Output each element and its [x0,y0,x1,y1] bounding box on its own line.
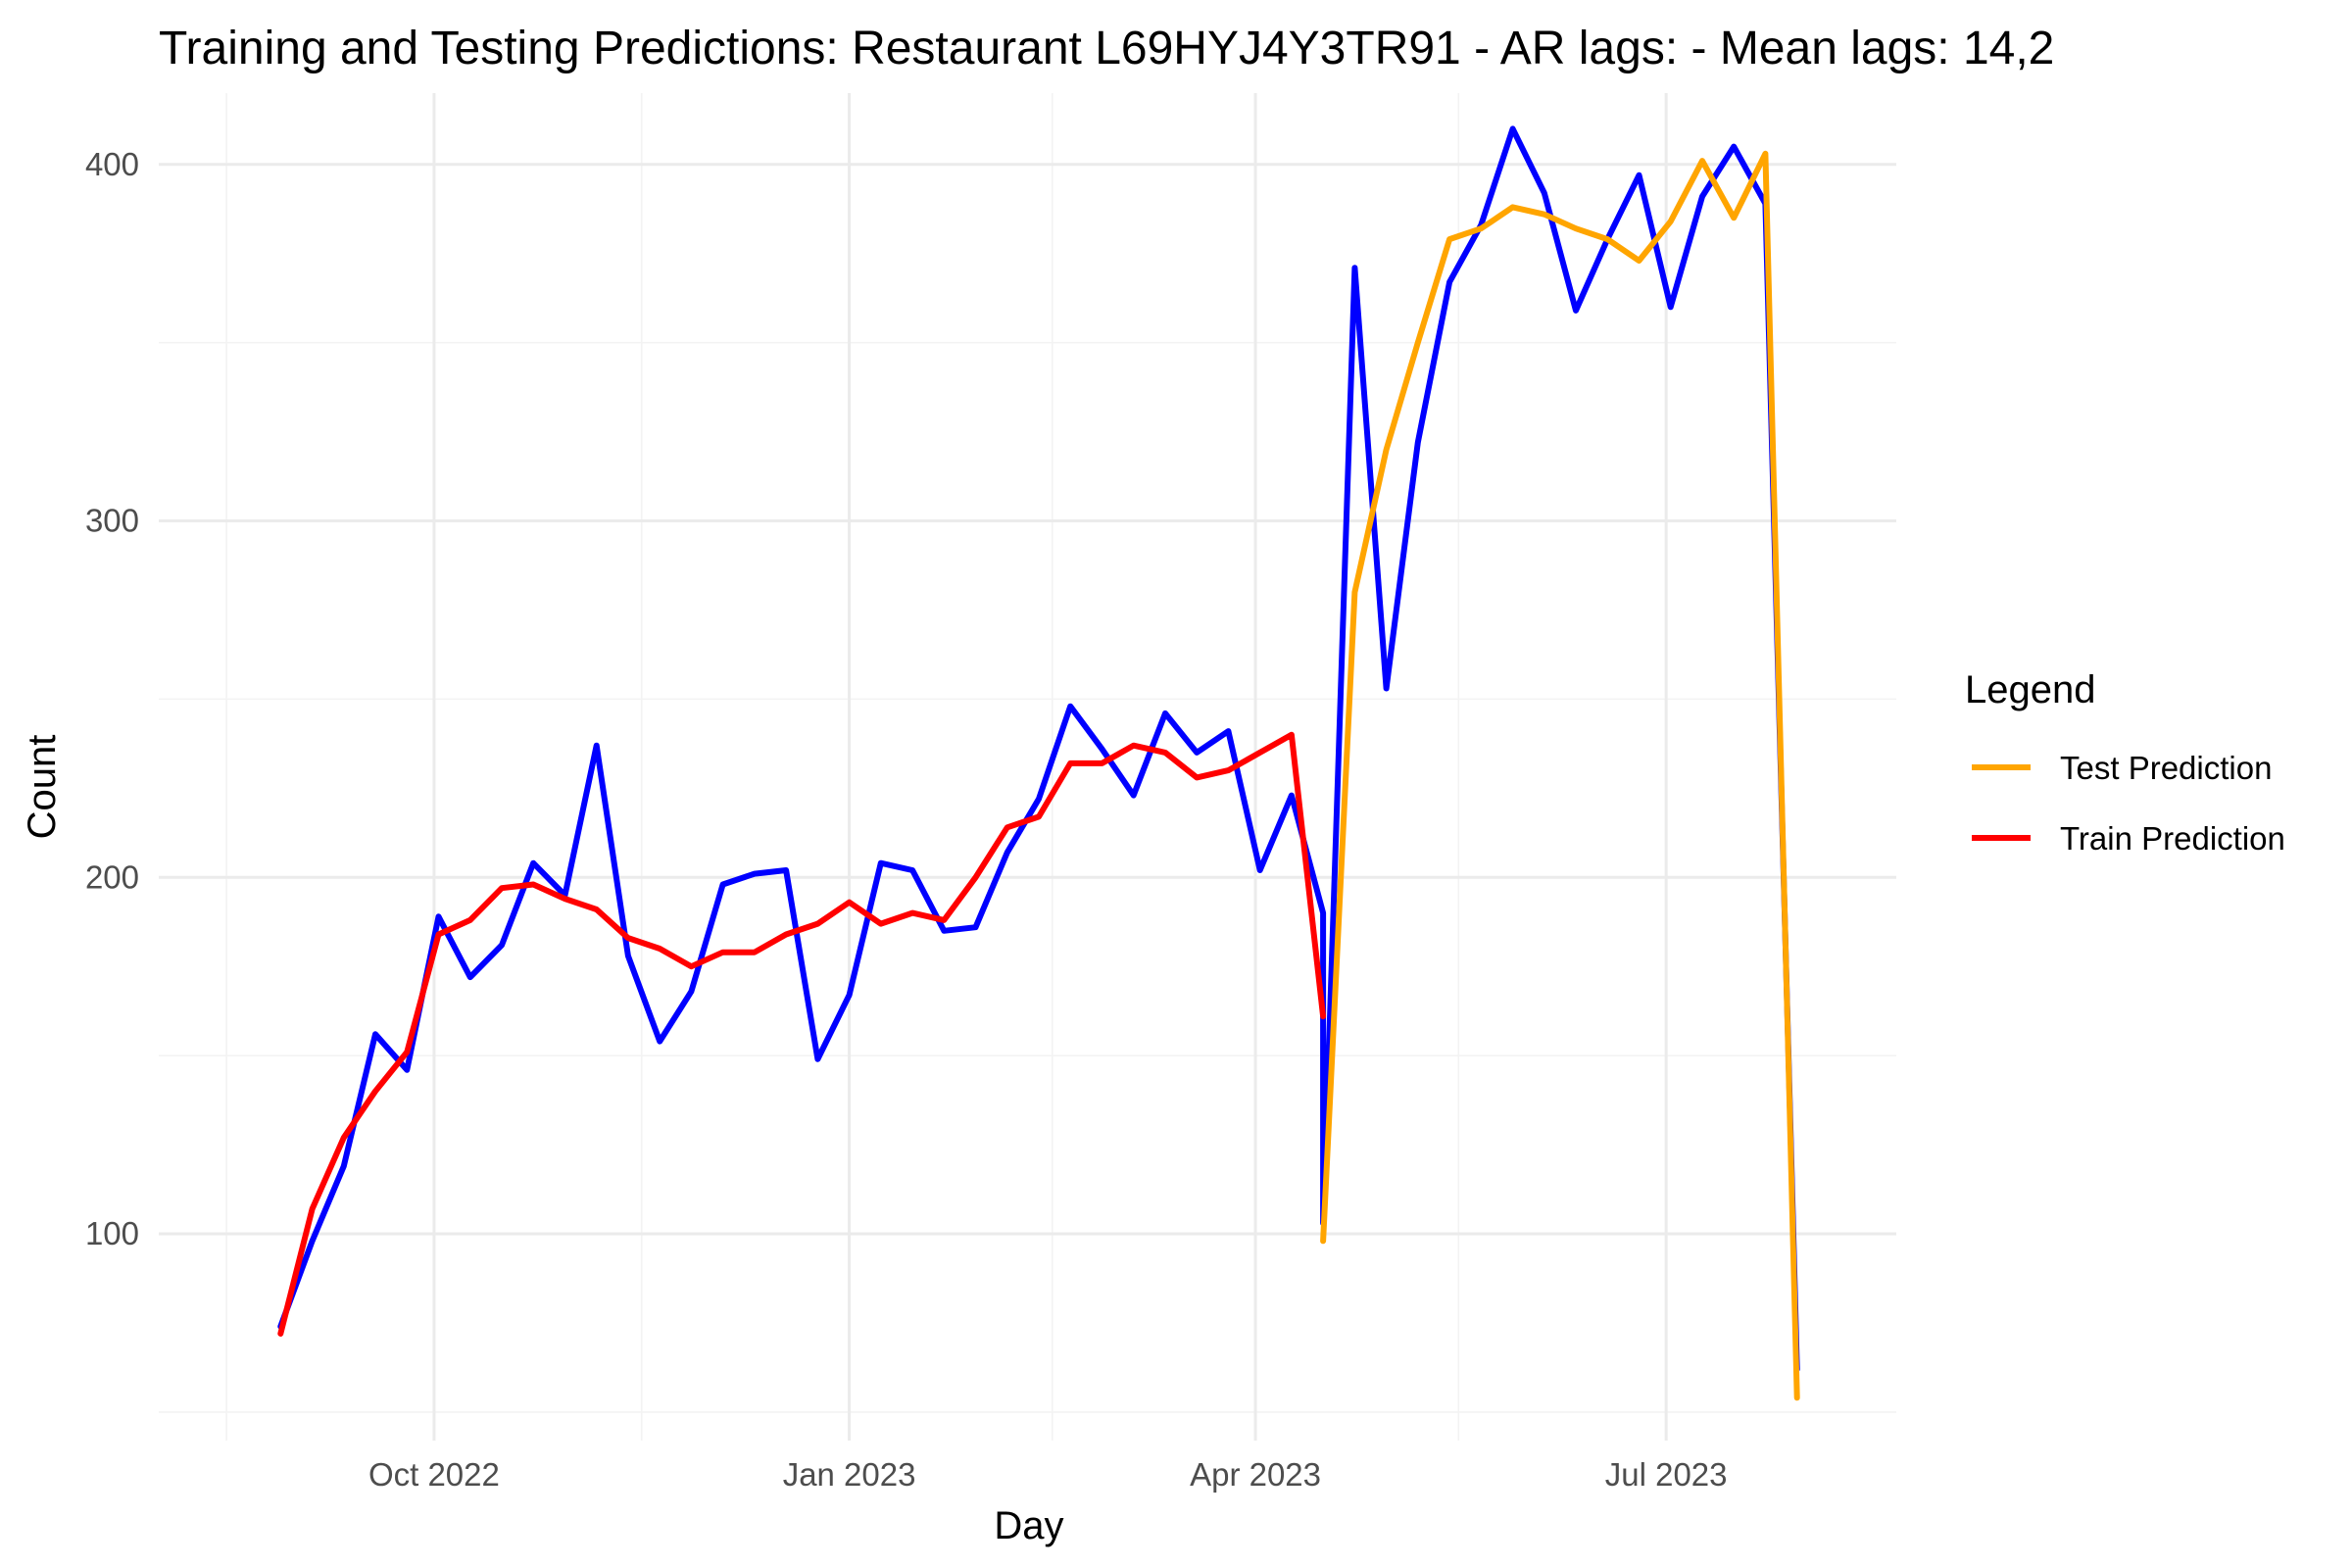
x-tick-label: Apr 2023 [1190,1456,1321,1493]
chart-title: Training and Testing Predictions: Restau… [159,23,2054,74]
x-tick-label: Oct 2022 [368,1456,500,1493]
major-gridlines-x [432,93,1668,1441]
y-tick-label: 300 [85,503,139,539]
legend-label: Test Prediction [2060,750,2272,786]
series-1-line [277,125,1800,1373]
legend-entries: Test Prediction Train Prediction [1972,750,2285,857]
y-tick-label: 400 [85,146,139,182]
legend-label: Train Prediction [2060,820,2285,857]
minor-gridlines-y [159,341,1896,1413]
test-prediction-line [1320,150,1800,1401]
x-tick-label: Jul 2023 [1605,1456,1728,1493]
y-axis-tick-labels: 100 200 300 400 [85,146,139,1251]
series-layer [277,125,1800,1401]
y-tick-label: 200 [85,858,139,895]
major-gridlines-y [159,163,1896,1236]
x-tick-label: Jan 2023 [783,1456,916,1493]
x-axis-title: Day [994,1504,1063,1547]
legend-title: Legend [1965,668,2095,711]
legend: Legend Test Prediction Train Prediction [1965,668,2285,857]
x-axis-tick-labels: Oct 2022 Jan 2023 Apr 2023 Jul 2023 [368,1456,1728,1493]
y-axis-title: Count [21,735,64,840]
y-tick-label: 100 [85,1215,139,1251]
train-prediction-line [277,731,1327,1337]
